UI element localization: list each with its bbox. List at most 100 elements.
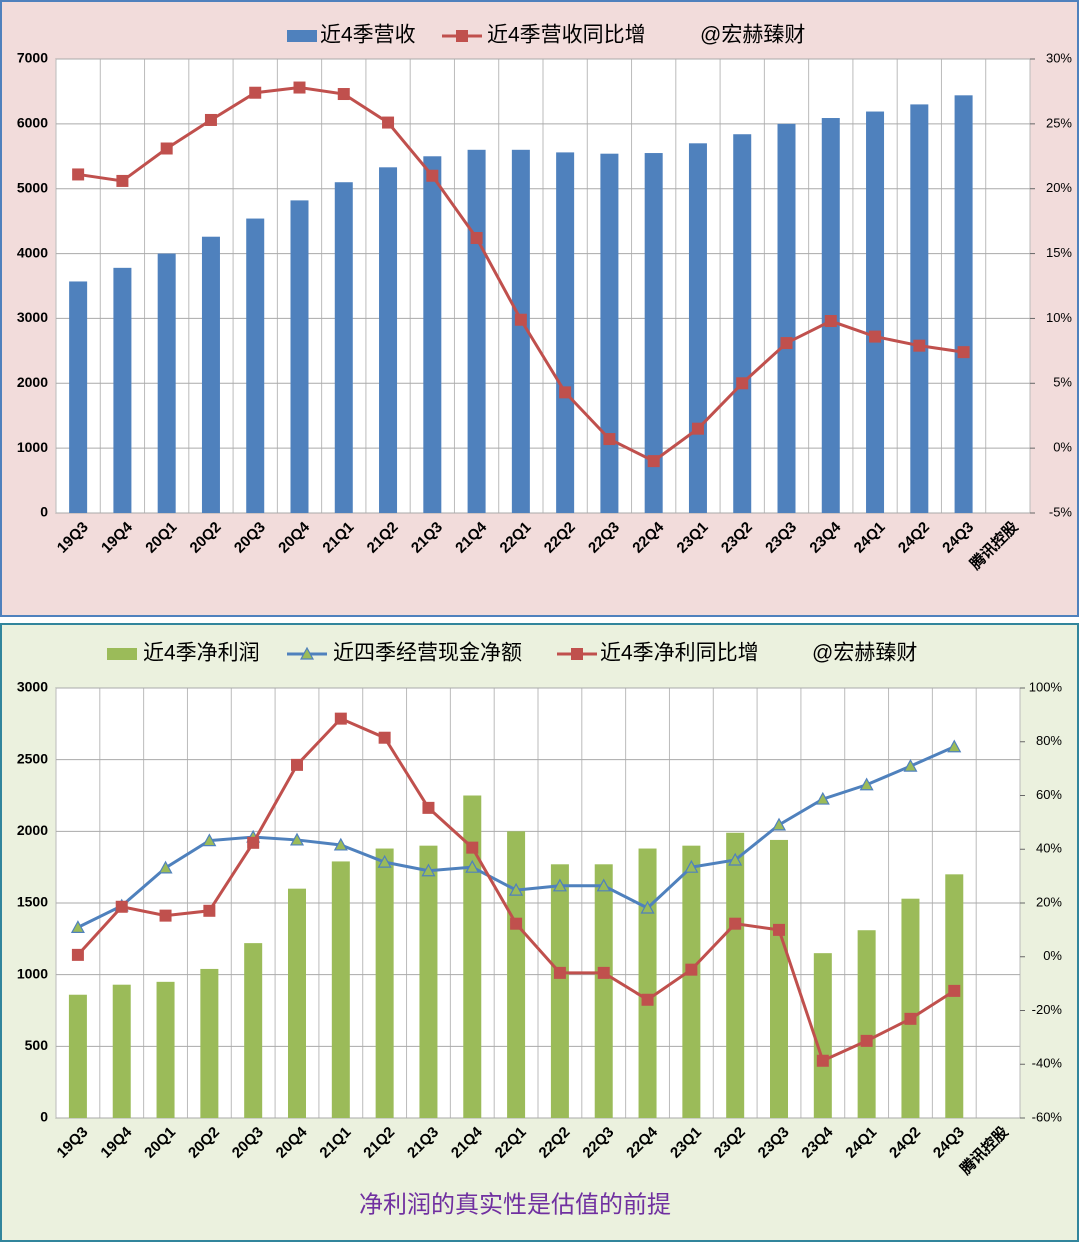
line-marker xyxy=(509,882,524,896)
bar xyxy=(688,143,707,514)
bar xyxy=(419,845,438,1118)
line-marker xyxy=(815,791,830,805)
line-marker xyxy=(640,900,655,914)
line-marker xyxy=(71,948,84,961)
y2-tick-label: -40% xyxy=(1032,1056,1063,1071)
bar xyxy=(866,111,885,513)
line-marker xyxy=(159,909,172,922)
line-marker xyxy=(289,832,305,846)
line-marker xyxy=(816,1054,829,1067)
annotation: @宏赫臻财 xyxy=(812,642,917,665)
line-marker xyxy=(860,1034,873,1047)
line-marker xyxy=(202,833,217,847)
legend-label: 近4季净利同比增 xyxy=(600,642,759,665)
line-marker xyxy=(728,852,743,866)
bar xyxy=(69,281,88,513)
legend-swatch xyxy=(107,648,137,660)
y-tick-label: 4000 xyxy=(17,244,48,260)
bar xyxy=(467,149,486,514)
line-marker xyxy=(869,330,882,343)
line-marker xyxy=(559,386,572,399)
y2-tick-label: -60% xyxy=(1032,1109,1063,1124)
line-marker xyxy=(465,859,480,873)
bar xyxy=(288,888,306,1118)
bar xyxy=(910,104,929,514)
legend-label: 近4季营收同比增 xyxy=(487,24,646,47)
line-marker xyxy=(115,900,128,913)
line-marker xyxy=(466,841,479,854)
bar xyxy=(556,152,575,513)
bar xyxy=(463,795,482,1118)
line-marker xyxy=(116,174,129,187)
line-marker xyxy=(293,81,306,94)
legend-swatch xyxy=(287,30,317,42)
y2-tick-label: 0% xyxy=(1043,948,1062,963)
y2-tick-label: 25% xyxy=(1046,115,1072,130)
bar xyxy=(157,253,176,514)
bar xyxy=(200,968,219,1118)
line-marker xyxy=(334,712,347,725)
line-marker xyxy=(824,315,837,328)
y-tick-label: 6000 xyxy=(17,115,48,131)
line-marker xyxy=(729,917,742,930)
bar xyxy=(770,839,788,1118)
y2-tick-label: 30% xyxy=(1046,50,1072,65)
y2-tick-label: 0% xyxy=(1053,440,1072,455)
y-tick-label: 1500 xyxy=(17,894,48,910)
bar xyxy=(777,123,796,513)
y-tick-label: 3000 xyxy=(17,679,48,695)
line-marker xyxy=(736,377,749,390)
line-marker xyxy=(904,1012,917,1025)
line-marker xyxy=(684,859,699,873)
line-marker xyxy=(426,169,439,182)
bar xyxy=(379,167,398,513)
bar xyxy=(901,898,920,1118)
y2-tick-label: 60% xyxy=(1036,787,1062,802)
line-marker xyxy=(859,777,874,791)
bar xyxy=(375,848,394,1118)
line-marker xyxy=(72,168,85,181)
line-marker xyxy=(641,993,654,1006)
y2-tick-label: -20% xyxy=(1032,1002,1063,1017)
line-marker xyxy=(249,86,262,99)
bar xyxy=(246,218,265,513)
line-marker xyxy=(691,422,704,435)
bar xyxy=(423,156,442,514)
bar xyxy=(290,200,309,514)
line-marker xyxy=(510,917,523,930)
line-marker xyxy=(552,878,567,892)
y2-tick-label: 80% xyxy=(1036,733,1062,748)
line-marker xyxy=(773,923,785,936)
bar xyxy=(156,981,175,1118)
y-tick-label: 1000 xyxy=(17,439,48,455)
line-marker xyxy=(160,142,173,155)
bar xyxy=(511,149,530,514)
line-marker xyxy=(421,863,436,877)
line-marker xyxy=(247,836,260,849)
y-tick-label: 2000 xyxy=(17,822,48,838)
legend-marker xyxy=(299,646,315,660)
bar xyxy=(644,153,663,514)
line-marker xyxy=(70,920,85,933)
legend-marker xyxy=(571,648,583,660)
y2-tick-label: 10% xyxy=(1046,310,1072,325)
legend-label: 近4季营收 xyxy=(320,24,416,47)
annotation: @宏赫臻财 xyxy=(700,24,805,47)
line-marker xyxy=(333,837,348,851)
line-marker xyxy=(158,860,173,874)
bar xyxy=(331,861,350,1118)
y2-tick-label: 40% xyxy=(1036,841,1062,856)
y-tick-label: 500 xyxy=(25,1037,49,1053)
y-tick-label: 2000 xyxy=(17,374,48,390)
bar xyxy=(726,832,745,1118)
bar xyxy=(334,182,353,513)
bar xyxy=(638,848,657,1118)
y2-tick-label: 100% xyxy=(1029,679,1063,694)
bar xyxy=(244,943,263,1118)
y-tick-label: 7000 xyxy=(17,50,48,66)
y2-tick-label: 20% xyxy=(1036,894,1062,909)
line-marker xyxy=(596,878,611,892)
y2-tick-label: -5% xyxy=(1049,504,1073,519)
